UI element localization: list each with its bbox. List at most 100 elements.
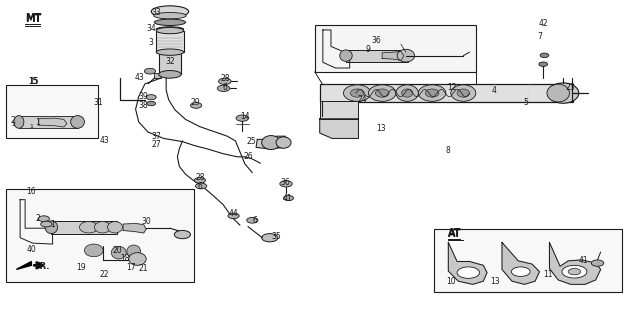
- Ellipse shape: [71, 116, 85, 128]
- Ellipse shape: [401, 89, 413, 97]
- Text: 11: 11: [543, 270, 552, 279]
- Circle shape: [591, 260, 604, 266]
- Text: 25: 25: [246, 137, 256, 146]
- Text: 4: 4: [492, 86, 497, 95]
- Circle shape: [280, 180, 292, 187]
- Ellipse shape: [111, 246, 126, 259]
- Ellipse shape: [14, 116, 24, 128]
- Ellipse shape: [261, 136, 280, 149]
- Circle shape: [219, 78, 231, 84]
- Bar: [6, 188, 194, 282]
- Text: 2: 2: [35, 214, 40, 223]
- Ellipse shape: [151, 6, 189, 17]
- Polygon shape: [123, 223, 146, 233]
- Ellipse shape: [396, 85, 418, 101]
- Text: 13: 13: [376, 124, 386, 133]
- Circle shape: [196, 183, 207, 189]
- Text: 15: 15: [28, 77, 38, 86]
- Text: 35: 35: [271, 232, 281, 241]
- Ellipse shape: [457, 89, 470, 97]
- Ellipse shape: [397, 49, 414, 62]
- Ellipse shape: [156, 49, 184, 55]
- Text: 12: 12: [447, 83, 457, 92]
- Text: 27: 27: [151, 140, 161, 149]
- Bar: [315, 25, 476, 72]
- Text: 20: 20: [112, 246, 122, 255]
- Text: 1: 1: [29, 124, 33, 129]
- Ellipse shape: [129, 252, 146, 265]
- Ellipse shape: [156, 28, 184, 34]
- Text: AT: AT: [448, 229, 461, 239]
- Text: 28: 28: [195, 173, 204, 182]
- Ellipse shape: [45, 221, 58, 234]
- Text: 1: 1: [35, 118, 40, 127]
- Text: 17: 17: [127, 263, 136, 272]
- Ellipse shape: [159, 70, 181, 78]
- Ellipse shape: [85, 244, 103, 257]
- Circle shape: [512, 267, 530, 276]
- Ellipse shape: [127, 245, 140, 258]
- Polygon shape: [448, 243, 487, 284]
- Text: 29: 29: [190, 99, 200, 108]
- Text: 33: 33: [151, 8, 161, 17]
- Ellipse shape: [340, 50, 352, 61]
- Ellipse shape: [95, 221, 110, 233]
- Ellipse shape: [107, 221, 122, 233]
- Circle shape: [539, 62, 547, 67]
- Circle shape: [568, 268, 581, 275]
- Text: 41: 41: [283, 194, 293, 203]
- Circle shape: [146, 95, 156, 100]
- Text: 28: 28: [220, 74, 229, 83]
- Bar: [154, 73, 161, 78]
- Circle shape: [246, 217, 258, 223]
- Ellipse shape: [344, 85, 371, 101]
- Polygon shape: [323, 30, 350, 68]
- Text: 26: 26: [243, 152, 253, 161]
- Bar: [6, 84, 98, 139]
- Ellipse shape: [547, 84, 569, 102]
- Text: 2: 2: [10, 116, 15, 125]
- Text: MT: MT: [25, 14, 41, 24]
- Ellipse shape: [154, 19, 186, 26]
- Text: 41: 41: [578, 256, 588, 265]
- Polygon shape: [20, 200, 53, 244]
- Text: 18: 18: [120, 254, 130, 263]
- Polygon shape: [16, 261, 31, 269]
- Text: MT: MT: [25, 13, 41, 23]
- Text: 7: 7: [537, 32, 542, 41]
- Ellipse shape: [350, 89, 364, 97]
- Ellipse shape: [156, 27, 184, 32]
- Ellipse shape: [451, 85, 476, 101]
- Ellipse shape: [425, 89, 439, 97]
- Circle shape: [261, 234, 278, 242]
- Text: 8: 8: [445, 146, 450, 155]
- Text: 21: 21: [139, 264, 149, 273]
- Circle shape: [194, 178, 206, 183]
- Text: 38: 38: [139, 101, 149, 110]
- Text: 5: 5: [524, 99, 528, 108]
- Text: 13: 13: [490, 277, 499, 286]
- Polygon shape: [549, 243, 601, 284]
- Text: 6: 6: [253, 216, 257, 225]
- Text: 34: 34: [146, 24, 156, 33]
- Text: AT: AT: [448, 228, 461, 238]
- Text: 24: 24: [357, 95, 367, 104]
- Polygon shape: [39, 118, 67, 127]
- Text: 43: 43: [135, 73, 145, 82]
- Polygon shape: [320, 119, 359, 139]
- Bar: [320, 101, 359, 119]
- Ellipse shape: [154, 12, 186, 19]
- Text: 22: 22: [100, 270, 109, 279]
- Ellipse shape: [80, 221, 98, 233]
- Polygon shape: [502, 243, 539, 284]
- Text: 39: 39: [139, 92, 149, 101]
- Ellipse shape: [369, 85, 396, 101]
- Circle shape: [41, 221, 52, 227]
- Text: 31: 31: [93, 99, 103, 108]
- Text: 9: 9: [366, 45, 371, 54]
- Circle shape: [38, 216, 50, 221]
- Bar: [346, 50, 408, 62]
- Text: 16: 16: [26, 187, 36, 196]
- Circle shape: [283, 196, 293, 201]
- Circle shape: [562, 265, 587, 278]
